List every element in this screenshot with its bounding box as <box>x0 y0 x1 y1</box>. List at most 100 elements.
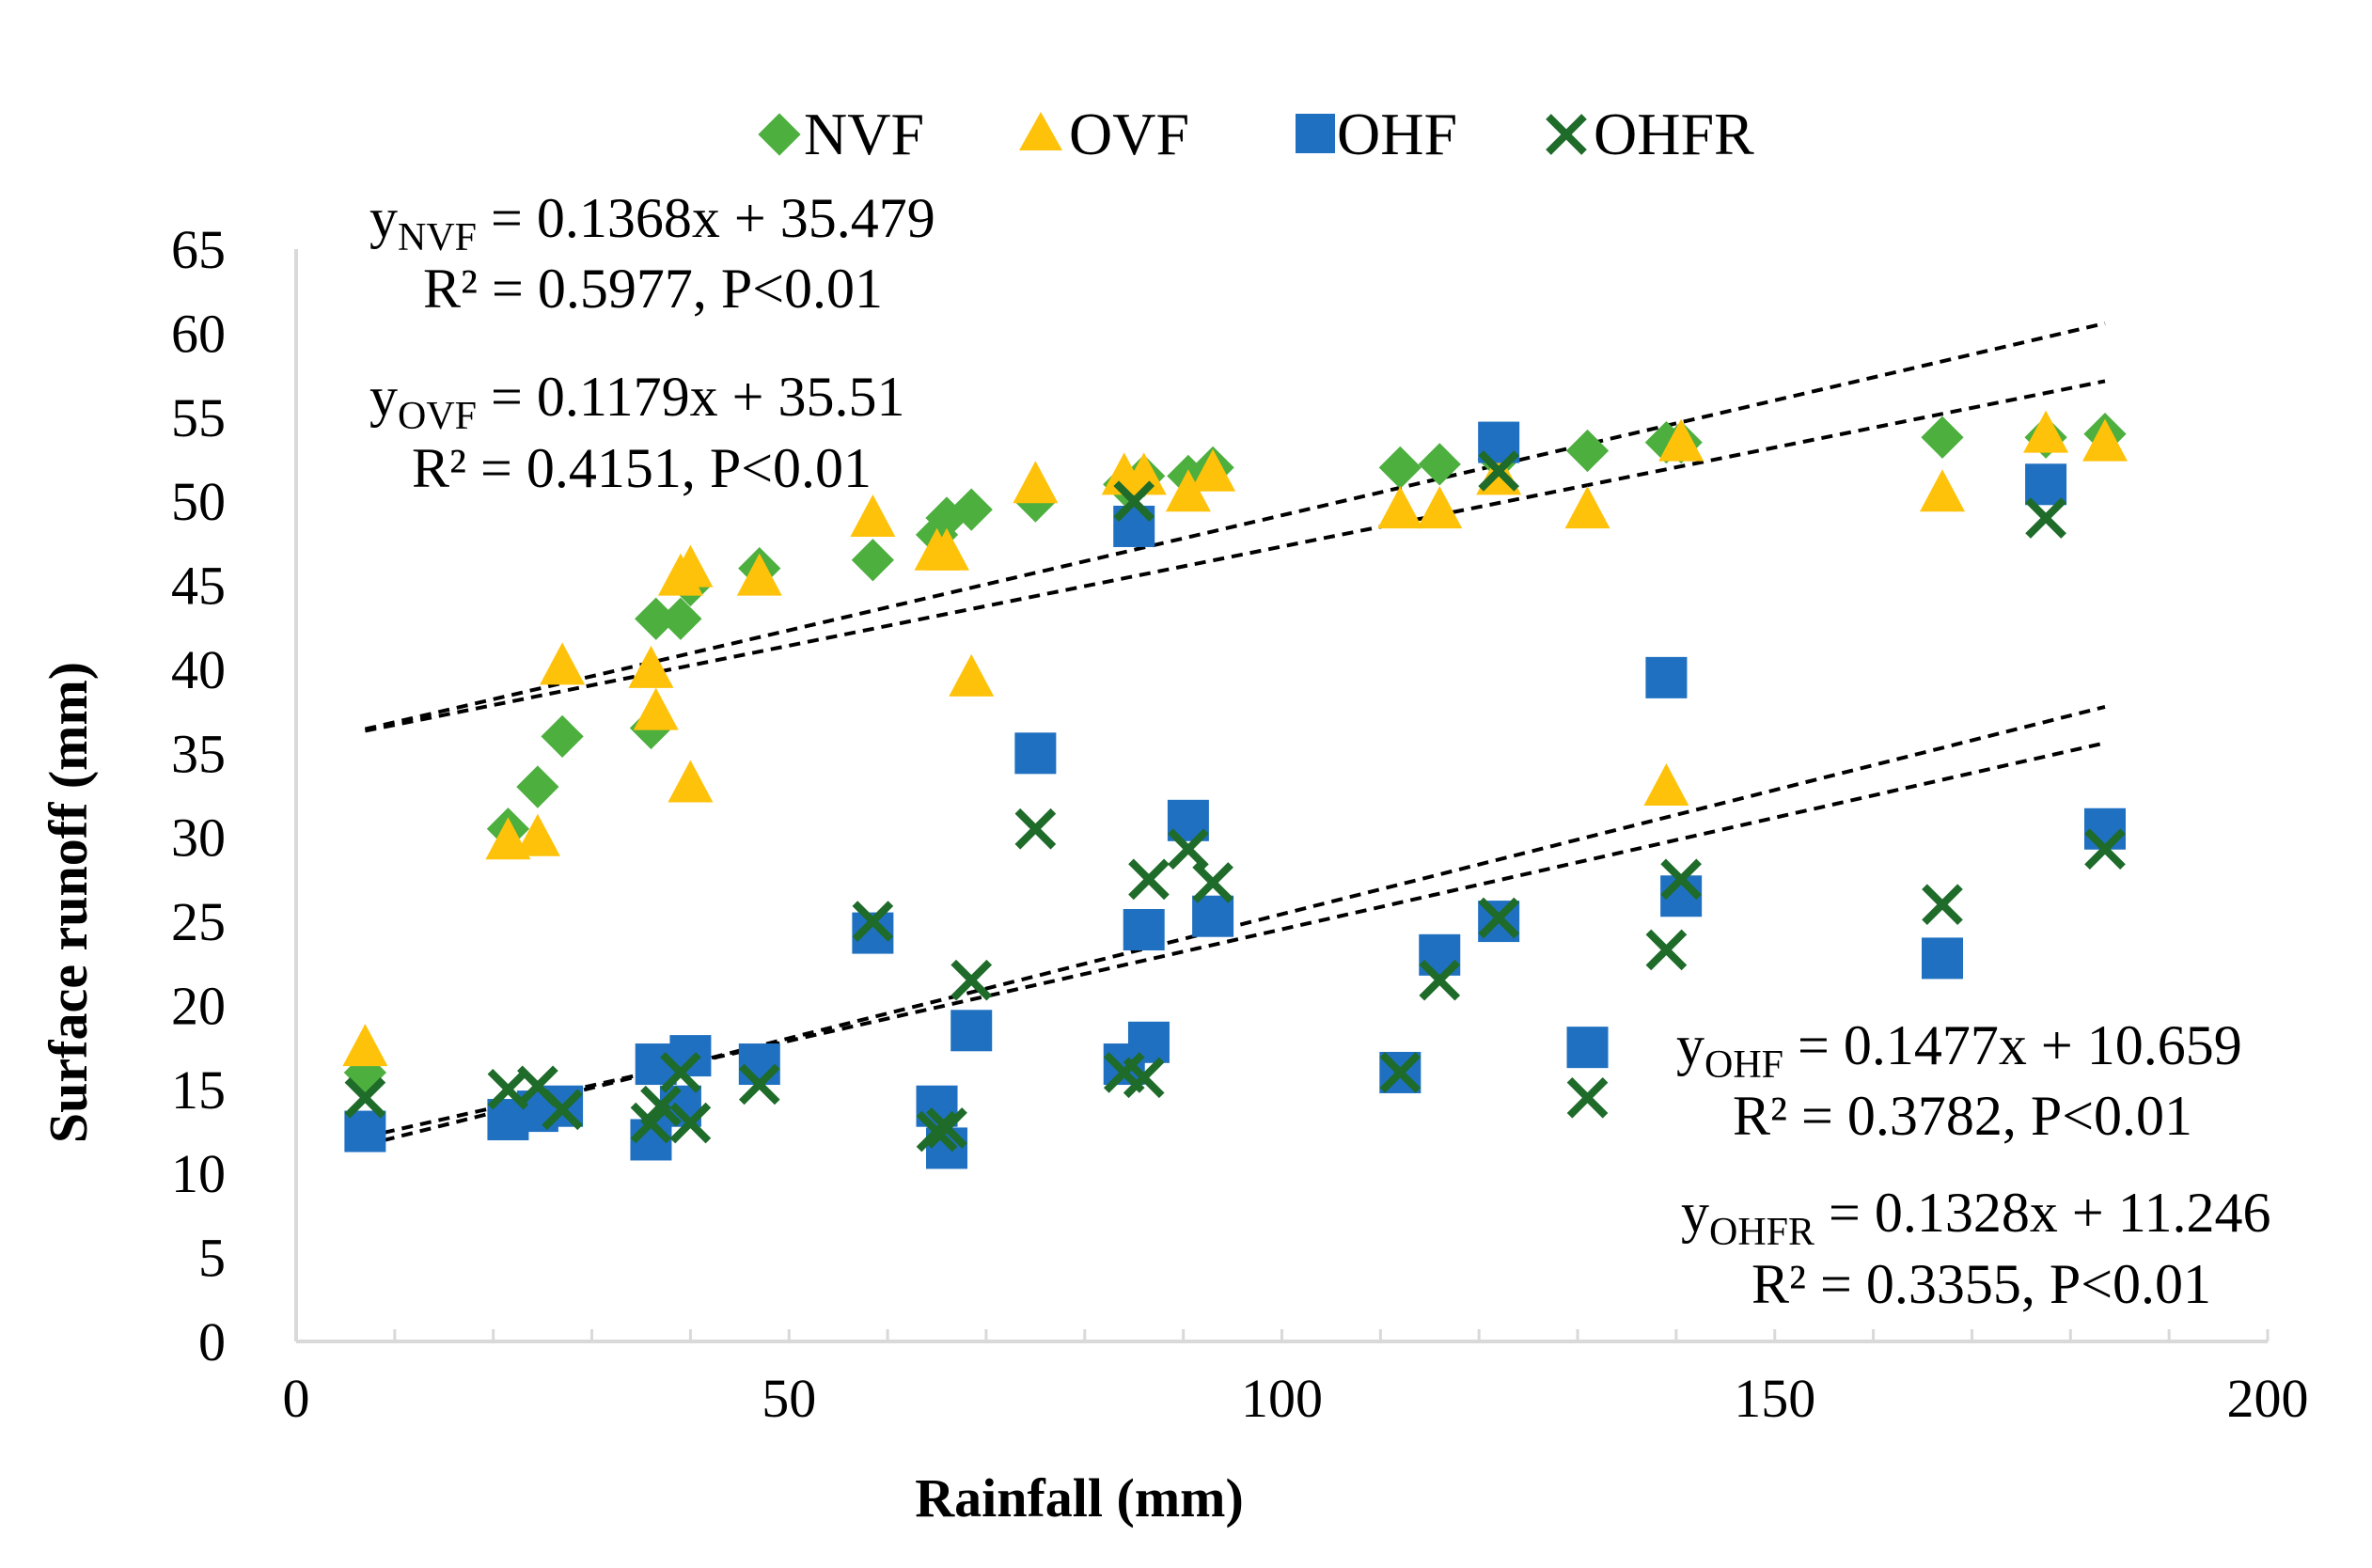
equation-nvf-r2: R² = 0.5977, P<0.01 <box>423 258 883 320</box>
legend-label-nvf: NVF <box>804 101 924 167</box>
point-ohfr <box>1168 828 1209 870</box>
point-ohf <box>1123 909 1165 951</box>
equation-ohf-r2: R² = 0.3782, P<0.01 <box>1733 1085 2192 1147</box>
point-ohfr <box>1478 897 1519 939</box>
y-tick-label: 30 <box>171 808 226 869</box>
x-tick-label: 200 <box>2227 1368 2309 1429</box>
point-ohfr <box>669 1102 712 1144</box>
trendline-nvf <box>364 321 2106 731</box>
point-ohfr <box>2084 828 2126 870</box>
point-ohfr <box>950 959 993 1001</box>
legend-label-ohf: OHF <box>1337 101 1457 167</box>
legend-label-ovf: OVF <box>1069 101 1189 167</box>
point-ovf <box>949 653 995 697</box>
equation-nvf: yNVF = 0.1368x + 35.479 R² = 0.5977, P<0… <box>369 187 935 320</box>
y-tick-label: 20 <box>171 975 226 1036</box>
equation-ovf: yOVF = 0.1179x + 35.51 R² = 0.4151, P<0.… <box>369 366 904 499</box>
y-tick-label: 5 <box>198 1228 226 1289</box>
point-ovf <box>736 553 782 596</box>
point-ohf <box>1127 1021 1170 1063</box>
y-tick-label: 15 <box>171 1059 226 1121</box>
point-ovf <box>1417 486 1463 529</box>
point-nvf <box>1418 443 1461 486</box>
point-ovf <box>1013 461 1059 504</box>
point-ovf <box>633 687 679 730</box>
x-tick-label: 0 <box>283 1368 310 1429</box>
y-tick-label: 55 <box>171 387 226 448</box>
point-ohf <box>344 1110 386 1152</box>
point-ohfr <box>1922 884 1963 926</box>
point-nvf <box>516 765 559 808</box>
point-ovf <box>1919 469 1965 512</box>
point-ohf <box>2025 463 2067 506</box>
point-nvf <box>659 597 702 640</box>
point-nvf <box>1921 416 1964 459</box>
trendline-ohf <box>364 704 2106 1147</box>
x-tick-label: 50 <box>762 1368 816 1429</box>
x-tick-label: 150 <box>1734 1368 1815 1429</box>
legend-marker-ovf <box>1019 112 1062 150</box>
point-ohfr <box>926 1107 967 1149</box>
point-ohfr <box>1478 450 1519 492</box>
point-ohfr <box>1566 1076 1609 1119</box>
legend-entry-nvf[interactable]: NVF <box>758 101 924 167</box>
point-ohf <box>738 1043 780 1086</box>
legend-entry-ovf[interactable]: OVF <box>1019 101 1189 167</box>
y-tick-label: 35 <box>171 723 226 784</box>
point-ohfr <box>852 901 894 942</box>
point-ohf <box>1645 656 1688 698</box>
point-nvf <box>851 539 894 582</box>
equation-ohf-line1: yOHF = 0.1477x + 10.659 <box>1676 1014 2242 1087</box>
point-ovf <box>628 645 674 688</box>
point-ovf <box>1377 486 1423 529</box>
point-ovf <box>1121 452 1167 495</box>
point-ohfr <box>344 1076 386 1119</box>
point-ohfr <box>1128 858 1170 901</box>
point-ovf <box>514 813 560 856</box>
legend-entry-ohfr[interactable]: OHFR <box>1546 101 1754 167</box>
point-ohf <box>1921 937 1963 980</box>
point-ovf <box>1564 486 1610 529</box>
point-ohfr <box>2025 497 2066 539</box>
point-ohfr <box>1113 480 1155 522</box>
point-ovf <box>1643 763 1689 807</box>
point-ohfr <box>1014 808 1057 850</box>
legend-entry-ohf[interactable]: OHF <box>1296 101 1457 167</box>
trendline-ohfr <box>364 741 2106 1139</box>
point-ovf <box>2023 410 2069 453</box>
equation-ohf: yOHF = 0.1477x + 10.659 R² = 0.3782, P<0… <box>1676 1014 2242 1147</box>
point-ovf <box>924 527 970 571</box>
point-ohfr <box>542 1089 583 1131</box>
trendlines <box>364 321 2106 1147</box>
point-ohf <box>2083 808 2126 850</box>
point-nvf <box>635 597 678 640</box>
point-ohf <box>1566 1027 1609 1069</box>
x-axis-title: Rainfall (mm) <box>915 1467 1244 1529</box>
point-ovf <box>342 1024 388 1067</box>
legend-marker-nvf <box>758 113 801 156</box>
point-nvf <box>541 714 584 759</box>
point-ovf <box>850 494 896 538</box>
y-axis-title: Surface runoff (mm) <box>38 662 99 1143</box>
point-ovf <box>1190 448 1236 492</box>
point-ohfr <box>640 1085 682 1127</box>
y-tick-label: 65 <box>171 219 226 280</box>
point-ohfr <box>1379 1052 1422 1093</box>
point-ohfr <box>738 1063 780 1105</box>
equation-nvf-line1: yNVF = 0.1368x + 35.479 <box>369 187 935 259</box>
y-tick-label: 40 <box>171 639 226 700</box>
equation-ohfr-line1: yOHFR = 0.1328x + 11.246 <box>1681 1182 2271 1254</box>
point-ohf <box>1014 732 1057 775</box>
point-ohfr <box>660 1052 701 1093</box>
legend-marker-ohf <box>1296 114 1335 153</box>
point-ovf <box>1165 469 1211 512</box>
y-tick-label: 0 <box>198 1311 226 1372</box>
point-nvf <box>1565 429 1610 473</box>
legend: NVF OVF OHF OHFR <box>758 101 1754 167</box>
point-ovf <box>1658 418 1704 462</box>
x-tick-label: 100 <box>1241 1368 1323 1429</box>
y-tick-label: 25 <box>171 891 226 952</box>
y-tick-label: 60 <box>171 303 226 364</box>
point-ohfr <box>1419 959 1461 1001</box>
